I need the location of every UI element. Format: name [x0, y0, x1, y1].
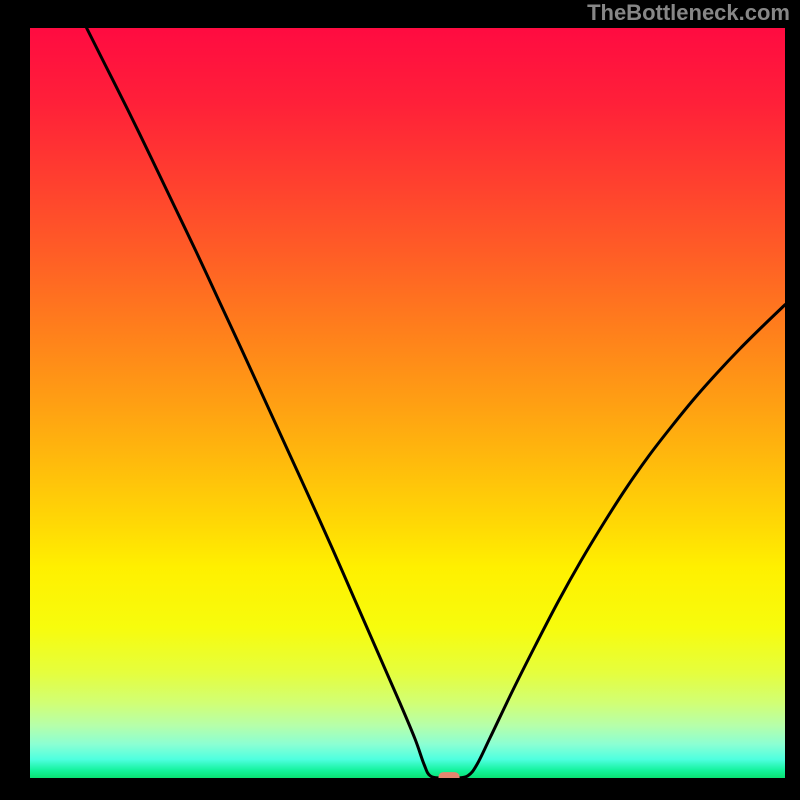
chart-svg — [30, 28, 785, 778]
watermark-label: TheBottleneck.com — [587, 0, 790, 26]
plot-area — [30, 28, 785, 778]
chart-frame: TheBottleneck.com — [0, 0, 800, 800]
optimum-marker — [438, 772, 459, 778]
